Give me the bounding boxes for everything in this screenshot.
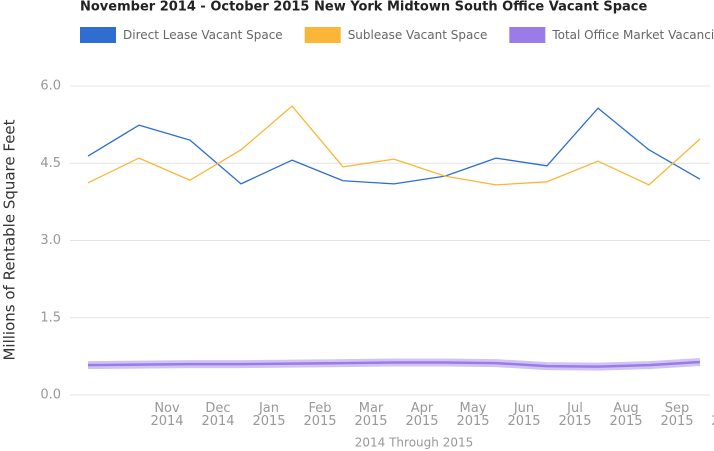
- x-tick-label: Jul 2015: [558, 401, 592, 429]
- x-tick-label: Aug 2015: [609, 401, 643, 429]
- legend-label: Total Office Market Vacancies: [551, 28, 714, 42]
- series-line: [87, 360, 701, 368]
- y-tick-label: 3.0: [40, 233, 61, 248]
- legend-label: Direct Lease Vacant Space: [123, 28, 283, 42]
- x-tick-label: Jun 2015: [507, 401, 541, 429]
- y-tick-label: 6.0: [40, 79, 61, 94]
- x-tick-label: Feb 2015: [303, 401, 337, 429]
- legend-label: Sublease Vacant Space: [348, 28, 488, 42]
- x-tick-label: Mar 2015: [354, 401, 388, 429]
- y-tick-label: 0.0: [40, 388, 61, 403]
- x-tick-label: Jan 2015: [252, 401, 286, 429]
- x-tick-label: Nov 2014: [150, 401, 184, 429]
- chart-title: November 2014 - October 2015 New York Mi…: [80, 0, 647, 15]
- y-axis-title: Millions of Rentable Square Feet: [1, 119, 19, 360]
- x-tick-label: Oct 2015: [704, 402, 714, 428]
- legend-swatch: [304, 27, 341, 43]
- x-tick-label: Apr 2015: [405, 401, 439, 429]
- legend-swatch: [509, 27, 546, 43]
- x-tick-label: May 2015: [456, 401, 490, 429]
- legend-swatch: [80, 27, 116, 43]
- y-tick-label: 1.5: [40, 310, 61, 325]
- x-tick-label: Dec 2014: [201, 401, 235, 429]
- series-line: [87, 105, 701, 186]
- y-tick-label: 4.5: [40, 156, 61, 171]
- series-line: [87, 107, 701, 185]
- x-axis-title: 2014 Through 2015: [355, 436, 473, 450]
- x-tick-label: Sep 2015: [660, 401, 694, 429]
